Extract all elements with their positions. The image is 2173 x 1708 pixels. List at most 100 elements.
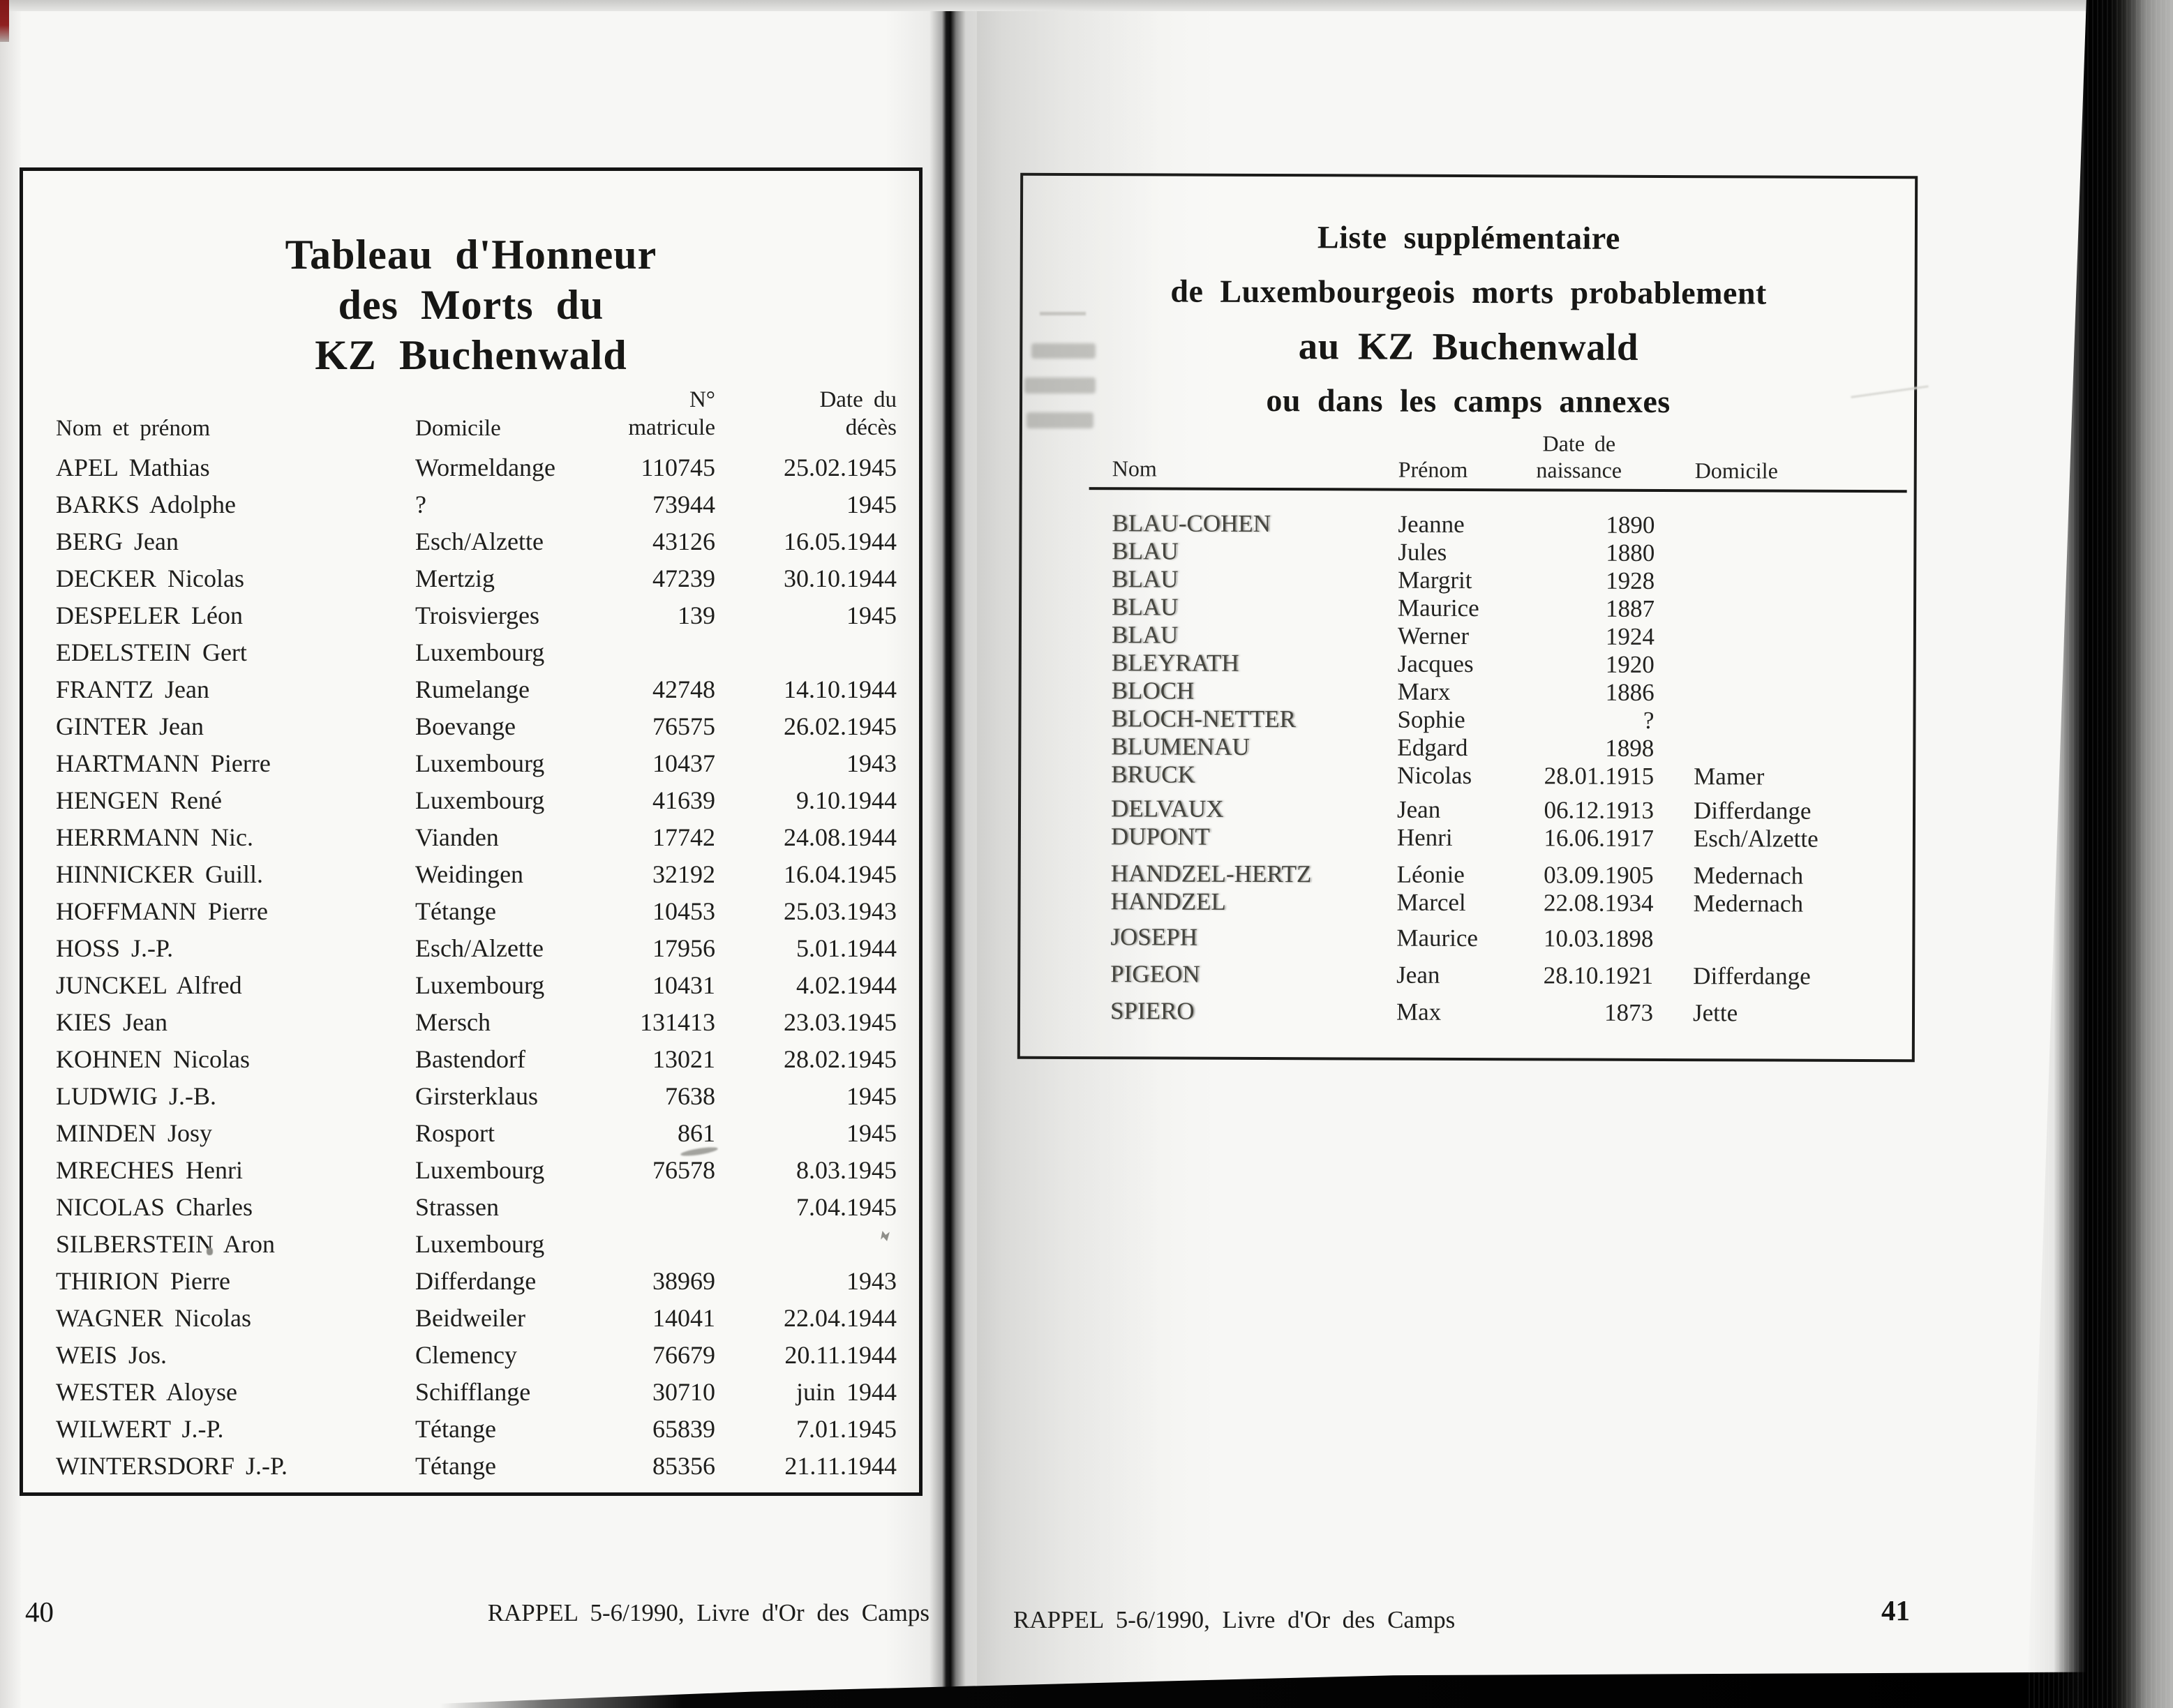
table-row: HERRMANN Nic. Vianden 17742 24.08.1944 [56,818,897,855]
col-header-death-line1: Date du [819,387,897,412]
cell-domicile: Tétange [415,1451,496,1480]
cell-name: HARTMANN Pierre [56,749,271,777]
table-row: MRECHES Henri Luxembourg 76578 8.03.1945 [56,1151,897,1188]
cell-matricule: 76578 [652,1155,715,1184]
table-row: BLAU Jules 1880 [1112,537,1897,568]
cell-name: DECKER Nicolas [56,564,244,592]
cell-domicile: Tétange [415,897,496,925]
cell-death-date: 9.10.1944 [796,786,897,814]
cell-name: HOFFMANN Pierre [56,897,268,925]
cell-prenom: Werner [1397,622,1470,650]
cell-death-date: 1943 [846,749,897,777]
table-row: BLOCH Marx 1886 [1112,677,1897,707]
cell-prenom: Maurice [1396,924,1479,952]
col-header-birth: Date de naissance [1503,423,1655,493]
cell-death-date: 1945 [846,1118,897,1147]
col-header-birth-line1: Date de [1542,430,1616,456]
table-row: HENGEN René Luxembourg 41639 9.10.1944 [56,781,897,818]
cell-nom: BLAU [1112,537,1179,565]
cell-birth-date: 1873 [1604,998,1654,1026]
honor-roll-body: APEL Mathias Wormeldange 110745 25.02.19… [56,449,897,1484]
cell-death-date: 30.10.1944 [784,564,897,592]
col-header-nom: Nom [1112,456,1157,481]
cell-prenom: Edgard [1397,733,1468,762]
table-row: HANDZEL-HERTZ Léonie 03.09.1905 Medernac… [1111,851,1896,890]
cell-domicile [1654,707,1896,735]
cell-domicile [1655,567,1897,596]
col-header-death-date: Date du décès [715,375,897,449]
cell-name: KOHNEN Nicolas [56,1044,250,1073]
cell-nom: BLAU [1111,593,1179,621]
scanner-top-edge [0,0,2173,11]
left-page-frame: Tableau d'Honneur des Morts du KZ Buchen… [20,167,923,1496]
table-row: WILWERT J.-P. Tétange 65839 7.01.1945 [56,1410,897,1447]
right-journal-footer: RAPPEL 5-6/1990, Livre d'Or des Camps [1013,1606,1456,1633]
cell-domicile: Differdange [415,1266,537,1295]
cell-nom: BLAU-COHEN [1112,509,1271,538]
table-row: LUDWIG J.-B. Girsterklaus 7638 1945 [56,1077,897,1114]
cell-death-date: 1945 [846,490,897,518]
red-cover-sliver [0,0,9,42]
cell-name: JUNCKEL Alfred [56,971,242,999]
col-header-birth-line2: naissance [1536,457,1622,483]
cell-matricule: 17956 [652,934,715,962]
cell-domicile: Troisvierges [415,601,540,629]
right-page-title: Liste supplémentaire de Luxembourgeois m… [1022,209,1915,430]
cell-matricule: 10431 [652,971,715,999]
cell-matricule: 65839 [652,1414,715,1443]
cell-prenom: Jeanne [1398,510,1465,538]
col-header-domicile-right: Domicile [1694,458,1778,484]
cell-birth-date: 28.01.1915 [1544,762,1655,790]
cell-nom: JOSEPH [1110,923,1197,951]
table-row: SPIERO Max 1873 Jette [1110,988,1895,1028]
cell-domicile: Esch/Alzette [415,527,544,555]
table-row: PIGEON Jean 28.10.1921 Differdange [1110,951,1895,991]
cell-birth-date: 1880 [1606,539,1655,567]
table-row: MINDEN Josy Rosport 861 1945 [56,1114,897,1151]
cell-death-date: 7.04.1945 [796,1192,897,1221]
cell-death-date [715,1225,897,1262]
cell-name: BERG Jean [56,527,179,555]
cell-name: NICOLAS Charles [56,1192,253,1221]
cell-prenom: Jean [1396,795,1441,823]
cell-domicile: Luxembourg [415,971,545,999]
col-header-prenom: Prénom [1398,456,1468,482]
cell-domicile [1654,735,1896,763]
cell-domicile: Luxembourg [415,786,545,814]
cell-death-date: 5.01.1944 [796,934,897,962]
cell-name: HINNICKER Guill. [56,860,263,888]
cell-prenom: Margrit [1398,566,1472,594]
cell-name: DESPELER Léon [56,601,243,629]
table-row: BARKS Adolphe ? 73944 1945 [56,486,897,523]
cell-birth-date: 1886 [1605,678,1655,706]
cell-prenom: Sophie [1397,705,1465,733]
cell-birth-date: ? [1643,706,1655,734]
bleed-through-mark [1026,412,1093,428]
table-row: FRANTZ Jean Rumelange 42748 14.10.1944 [56,671,897,707]
cell-nom: DELVAUX [1110,795,1224,823]
cell-matricule: 73944 [652,490,715,518]
cell-nom: PIGEON [1110,960,1200,988]
cell-death-date: 4.02.1944 [796,971,897,999]
cell-name: HENGEN René [56,786,222,814]
honor-roll-table: Nom et prénom Domicile N° matricule Date… [56,375,897,1484]
cell-death-date: 14.10.1944 [784,675,897,703]
cell-nom: BLOCH [1111,677,1195,705]
cell-name: APEL Mathias [56,453,210,481]
cell-prenom: Max [1396,998,1442,1026]
cell-domicile: Luxembourg [415,749,545,777]
cell-matricule: 43126 [652,527,715,555]
cell-domicile: Clemency [415,1340,517,1369]
cell-name: WAGNER Nicolas [56,1303,251,1332]
cell-domicile: Weidingen [415,860,524,888]
cell-death-date: 1945 [846,601,897,629]
cell-nom: BLUMENAU [1111,733,1250,761]
cell-matricule: 41639 [652,786,715,814]
cell-domicile [1655,539,1897,568]
cell-name: SILBERSTEIN Aron [56,1229,276,1258]
cell-matricule: 7638 [665,1081,715,1110]
right-title-line-3: au KZ Buchenwald [1298,324,1639,368]
table-row: BLAU Maurice 1887 [1112,593,1897,624]
table-row: DECKER Nicolas Mertzig 47239 30.10.1944 [56,560,897,597]
cell-birth-date: 1898 [1605,734,1655,762]
